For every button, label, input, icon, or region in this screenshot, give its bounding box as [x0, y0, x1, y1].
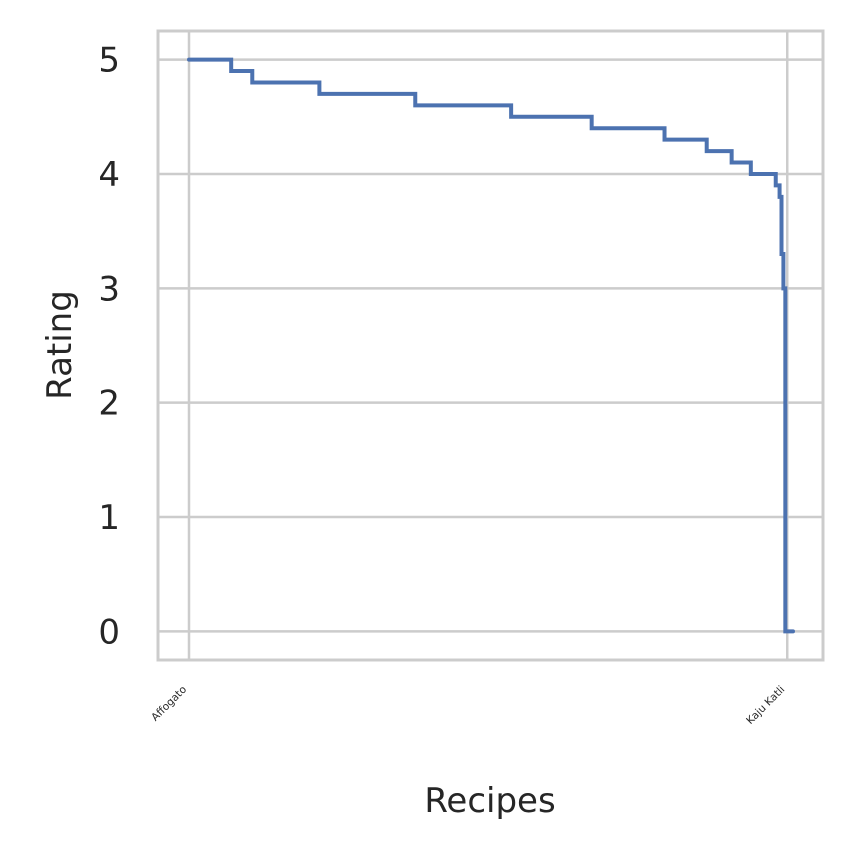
plot-frame [156, 29, 825, 662]
x-axis-label: Recipes [424, 781, 555, 821]
y-tick-labels: 0 1 2 3 4 5 [98, 41, 120, 653]
y-tick-label-4: 4 [98, 155, 120, 195]
y-tick-label-1: 1 [98, 498, 120, 538]
grid-layer [158, 31, 823, 660]
y-tick-label-0: 0 [98, 612, 120, 652]
y-tick-label-3: 3 [98, 269, 120, 309]
frame-layer [156, 29, 825, 662]
y-tick-label-2: 2 [98, 384, 120, 424]
y-axis-label: Rating [40, 290, 80, 400]
rating-series-line [187, 57, 795, 634]
y-tick-label-5: 5 [98, 41, 120, 81]
series-layer [187, 57, 795, 634]
